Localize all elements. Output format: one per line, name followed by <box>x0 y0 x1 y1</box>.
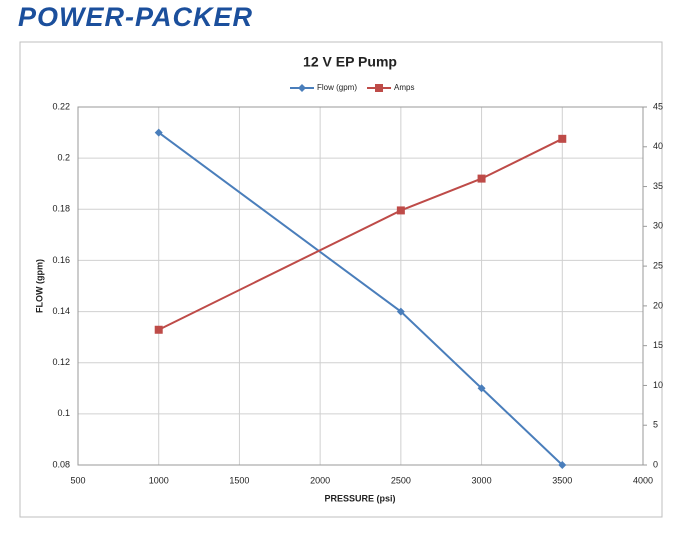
y-tick-label: 0.18 <box>52 204 70 214</box>
plot-frame <box>77 106 644 466</box>
logo: POWER-PACKER <box>18 2 253 32</box>
y2-tick-label: 0 <box>653 459 658 469</box>
y2-tick-label: 25 <box>653 260 663 270</box>
x-tick-label: 2500 <box>391 475 411 485</box>
y2-tick-label: 10 <box>653 380 663 390</box>
x-tick-label: 1500 <box>229 475 249 485</box>
y2-tick-label: 30 <box>653 221 663 231</box>
series-line <box>158 131 563 466</box>
y2-tick-label: 45 <box>653 101 663 111</box>
legend-marker <box>375 84 384 92</box>
x-tick-label: 3500 <box>552 475 572 485</box>
data-point <box>396 307 405 316</box>
data-point <box>154 128 163 137</box>
data-point <box>477 174 486 183</box>
data-point <box>154 325 163 334</box>
y2-tick-label: 15 <box>653 340 663 350</box>
x-tick-label: 1000 <box>149 475 169 485</box>
series-line <box>158 137 563 331</box>
y2-tick-label: 40 <box>653 141 663 151</box>
data-point <box>558 461 567 469</box>
x-tick-label: 2000 <box>310 475 330 485</box>
x-tick-label: 500 <box>70 475 85 485</box>
chart-title: 12 V EP Pump <box>303 54 397 70</box>
data-point <box>396 206 405 215</box>
y-tick-label: 0.12 <box>52 357 70 367</box>
y2-tick-label: 5 <box>653 420 658 430</box>
data-point <box>477 384 486 393</box>
legend-label: Amps <box>394 83 414 92</box>
data-point <box>558 134 567 143</box>
y-tick-label: 0.14 <box>52 306 70 316</box>
y-tick-label: 0.2 <box>57 153 70 163</box>
y-tick-label: 0.16 <box>52 255 70 265</box>
x-tick-label: 4000 <box>633 475 653 485</box>
y-axis-label: FLOW (gpm) <box>34 259 44 313</box>
y2-tick-label: 20 <box>653 300 663 310</box>
legend-marker <box>298 84 306 92</box>
y-tick-label: 0.08 <box>52 459 70 469</box>
x-tick-label: 3000 <box>472 475 492 485</box>
y2-tick-label: 35 <box>653 181 663 191</box>
y-tick-label: 0.1 <box>57 408 70 418</box>
legend-label: Flow (gpm) <box>317 83 357 92</box>
x-axis-label: PRESSURE (psi) <box>324 493 395 503</box>
chart-border <box>19 41 663 518</box>
y-tick-label: 0.22 <box>52 101 70 111</box>
